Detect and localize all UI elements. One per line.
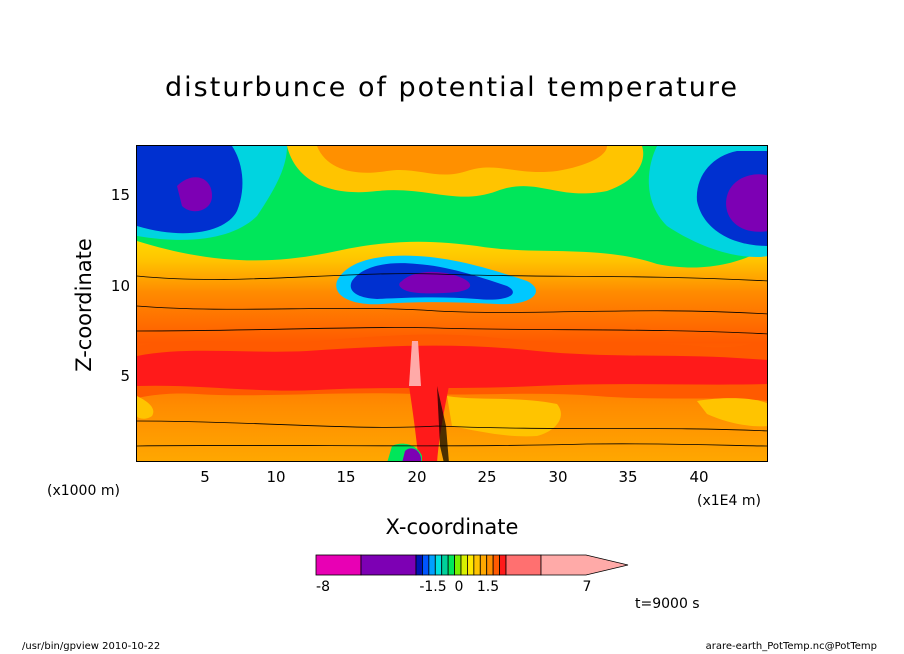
colorbar-cell <box>473 554 481 576</box>
y-tick-label: 15 <box>110 186 130 204</box>
contour-line-5 <box>137 443 767 447</box>
x-tick-label: 10 <box>266 468 286 486</box>
y-unit-label: (x1000 m) <box>47 483 120 499</box>
colorbar-cell <box>422 554 430 576</box>
colorbar-cell <box>434 554 443 576</box>
x-tick-label: 15 <box>336 468 356 486</box>
colorbar-label: 1.5 <box>476 579 500 595</box>
contour-upper-dark-orange <box>317 146 607 175</box>
colorbar-label: 7 <box>582 579 592 595</box>
colorbar-cell <box>447 554 455 576</box>
x-tick-label: 25 <box>477 468 497 486</box>
contour-max-core <box>409 341 421 396</box>
x-tick-label: 5 <box>200 468 210 486</box>
colorbar-cell <box>415 554 423 576</box>
footer-right: arare-earth_PotTemp.nc@PotTemp <box>705 641 877 652</box>
x-tick-label: 40 <box>689 468 709 486</box>
colorbar-cell <box>486 554 494 576</box>
colorbar-label: -1.5 <box>419 579 447 595</box>
colorbar-cell <box>540 554 629 576</box>
colorbar-cell <box>467 554 475 576</box>
contour-bottom-purple <box>402 448 421 461</box>
x-tick-label: 30 <box>548 468 568 486</box>
plot-area <box>136 145 768 462</box>
x-tick-label: 35 <box>618 468 638 486</box>
contour-purple-right <box>726 174 767 232</box>
x-unit-label: (x1E4 m) <box>697 493 761 509</box>
contour-line-1 <box>137 273 767 282</box>
contour-red-band <box>137 345 767 391</box>
colorbar-cell <box>360 554 417 576</box>
colorbar-cell <box>428 554 436 576</box>
colorbar-cell <box>460 554 468 576</box>
colorbar <box>315 554 629 576</box>
colorbar-label: -8 <box>316 579 330 595</box>
chart-title: disturbunce of potential temperature <box>165 72 739 103</box>
colorbar-cell <box>499 554 507 576</box>
y-axis-label: Z-coordinate <box>72 238 96 372</box>
x-tick-label: 20 <box>407 468 427 486</box>
contour-field <box>137 146 767 461</box>
colorbar-cell <box>492 554 500 576</box>
contour-line-4 <box>137 420 767 432</box>
contour-line-3 <box>137 327 767 335</box>
contour-lower-left-yellow <box>137 396 154 419</box>
colorbar-cell <box>454 554 462 576</box>
x-axis-label: X-coordinate <box>385 515 519 539</box>
colorbar-cell <box>479 554 488 576</box>
contour-central-purple <box>399 271 471 294</box>
y-tick-label: 5 <box>120 367 130 385</box>
colorbar-cell <box>315 554 362 576</box>
contour-column-lines <box>437 386 449 461</box>
footer-left: /usr/bin/gpview 2010-10-22 <box>22 641 161 652</box>
colorbar-cell <box>441 554 449 576</box>
y-tick-label: 10 <box>110 277 130 295</box>
contour-purple-left <box>177 177 212 212</box>
colorbar-label: 0 <box>454 579 464 595</box>
contour-line-2 <box>137 305 767 315</box>
contour-lower-right-yellow <box>697 398 767 427</box>
time-label: t=9000 s <box>635 596 700 612</box>
colorbar-cell <box>505 554 542 576</box>
contour-lower-yellow <box>447 396 561 437</box>
